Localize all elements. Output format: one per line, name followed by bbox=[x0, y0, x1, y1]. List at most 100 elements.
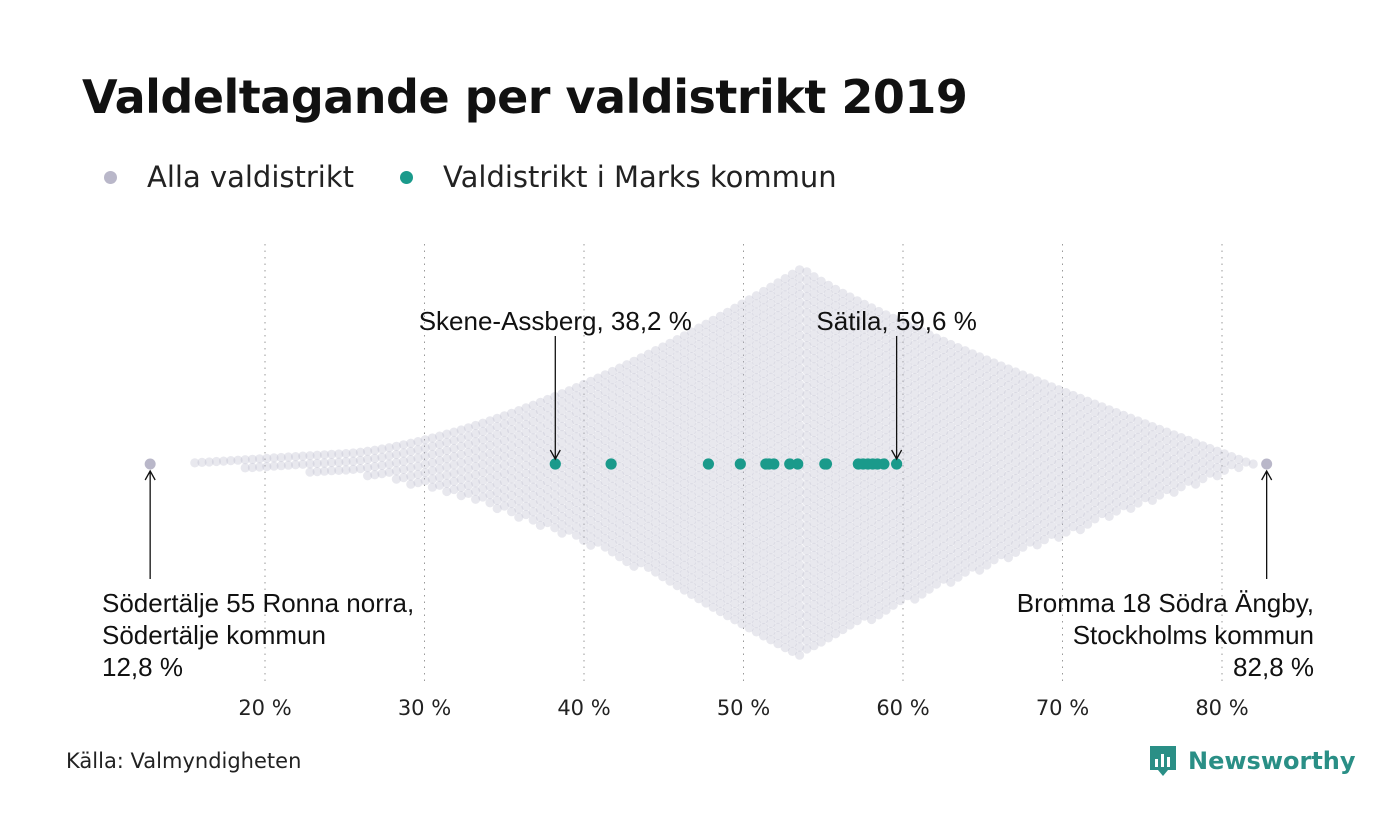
district-point bbox=[651, 370, 661, 380]
district-point bbox=[1147, 463, 1157, 473]
district-point bbox=[737, 430, 747, 440]
district-point bbox=[622, 417, 632, 427]
district-point bbox=[838, 387, 848, 397]
district-point bbox=[939, 377, 949, 387]
district-point bbox=[240, 463, 250, 473]
district-point bbox=[751, 479, 762, 489]
district-point bbox=[816, 563, 826, 573]
district-point bbox=[816, 555, 826, 565]
district-point bbox=[715, 557, 726, 567]
district-point bbox=[931, 571, 942, 581]
district-point bbox=[600, 427, 610, 437]
district-point bbox=[629, 422, 639, 432]
district-point bbox=[1018, 485, 1028, 495]
district-point bbox=[701, 532, 711, 543]
district-point bbox=[903, 320, 913, 330]
district-point bbox=[773, 302, 783, 313]
district-point bbox=[471, 420, 481, 431]
district-point bbox=[499, 493, 509, 503]
district-point bbox=[514, 430, 524, 440]
district-point bbox=[773, 409, 783, 419]
district-point bbox=[233, 455, 243, 465]
district-point bbox=[672, 564, 682, 574]
district-point bbox=[766, 290, 776, 300]
district-point bbox=[1083, 511, 1093, 521]
district-point bbox=[708, 373, 718, 383]
district-point bbox=[996, 484, 1006, 494]
district-point bbox=[874, 306, 884, 317]
district-point bbox=[708, 430, 718, 440]
district-point bbox=[1054, 417, 1064, 428]
district-point bbox=[888, 502, 898, 512]
district-point bbox=[1025, 430, 1035, 440]
district-point bbox=[636, 443, 646, 453]
district-point bbox=[744, 319, 754, 330]
district-point bbox=[1047, 456, 1057, 466]
district-point bbox=[1054, 475, 1064, 485]
district-point bbox=[852, 320, 862, 330]
district-point bbox=[946, 503, 956, 514]
district-point bbox=[787, 441, 798, 451]
district-point bbox=[859, 488, 870, 498]
district-point bbox=[773, 557, 783, 567]
district-point bbox=[888, 469, 898, 479]
district-point bbox=[1111, 440, 1121, 450]
district-point bbox=[946, 454, 956, 464]
district-point bbox=[845, 308, 855, 318]
district-point bbox=[953, 408, 963, 418]
district-point bbox=[975, 376, 985, 387]
district-point bbox=[658, 555, 668, 565]
district-point bbox=[773, 278, 783, 288]
district-point bbox=[1068, 481, 1078, 491]
district-point bbox=[586, 442, 596, 452]
district-point bbox=[766, 512, 776, 522]
district-point bbox=[780, 511, 790, 521]
district-point bbox=[809, 272, 819, 282]
district-point bbox=[1162, 435, 1172, 445]
district-point bbox=[744, 410, 754, 420]
district-point bbox=[600, 517, 610, 528]
district-point bbox=[989, 391, 999, 401]
district-point bbox=[845, 595, 855, 606]
district-point bbox=[1039, 461, 1049, 471]
district-point bbox=[535, 397, 546, 407]
district-point bbox=[348, 464, 358, 474]
district-point bbox=[701, 549, 711, 559]
district-point bbox=[651, 559, 661, 569]
district-point bbox=[1054, 401, 1064, 411]
district-point bbox=[485, 432, 495, 442]
district-point bbox=[737, 602, 747, 613]
district-point bbox=[759, 327, 769, 338]
district-point bbox=[888, 600, 898, 610]
district-point bbox=[694, 364, 704, 374]
district-point bbox=[895, 390, 906, 401]
district-point bbox=[478, 435, 488, 445]
district-point bbox=[1011, 515, 1021, 525]
district-point bbox=[1126, 462, 1136, 472]
district-point bbox=[1198, 457, 1208, 467]
district-point bbox=[1018, 403, 1028, 413]
district-point bbox=[888, 518, 898, 528]
district-point bbox=[1155, 441, 1165, 451]
district-point bbox=[809, 550, 819, 561]
district-point bbox=[557, 471, 567, 481]
district-point bbox=[1025, 496, 1035, 506]
district-point bbox=[989, 473, 999, 483]
district-point bbox=[1061, 486, 1071, 496]
district-point bbox=[831, 284, 841, 294]
district-point bbox=[1003, 462, 1014, 472]
district-point bbox=[499, 452, 509, 462]
district-point bbox=[910, 487, 920, 497]
district-point bbox=[802, 390, 812, 400]
district-point bbox=[795, 347, 805, 357]
district-point bbox=[874, 593, 884, 604]
district-point bbox=[679, 405, 690, 415]
district-point bbox=[701, 327, 711, 337]
district-point bbox=[989, 424, 999, 434]
district-point bbox=[636, 558, 646, 568]
district-point bbox=[1191, 446, 1201, 456]
district-point bbox=[651, 542, 661, 553]
district-point bbox=[787, 294, 798, 304]
district-point bbox=[442, 445, 452, 456]
district-point bbox=[1212, 446, 1222, 456]
